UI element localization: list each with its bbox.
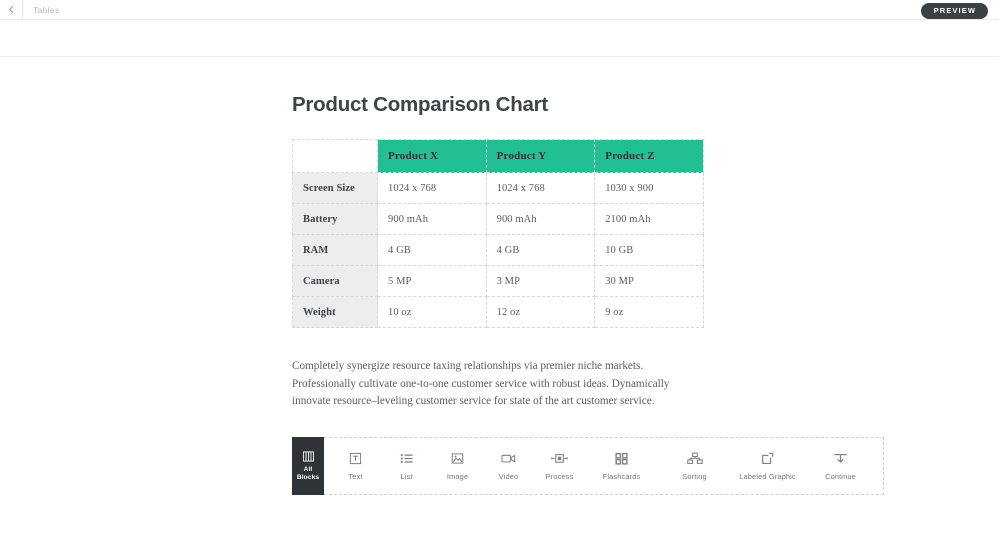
table-row-label: RAM [292,234,378,266]
breadcrumb[interactable]: Tables [33,4,60,15]
table-row-label: Camera [292,265,378,297]
page-title: Product Comparison Chart [292,93,548,116]
four-squares-icon [615,452,628,465]
block-item-label: Text [348,471,363,481]
back-button[interactable] [0,0,23,20]
block-picker-toolbar: All Blocks Text [292,437,884,495]
block-item-continue[interactable]: Continue [804,452,877,481]
table-cell: 5 MP [377,265,487,297]
chevron-left-icon [7,5,16,14]
comparison-table: Product X Product Y Product Z Screen Siz… [292,139,704,328]
block-item-sorting[interactable]: Sorting [658,452,731,481]
top-bar: Tables PREVIEW [0,0,999,20]
video-camera-icon [501,452,516,465]
block-type-list: Text List [324,437,884,495]
table-row-label: Weight [292,296,378,328]
block-item-text[interactable]: Text [330,452,381,481]
table-row: Screen Size 1024 x 768 1024 x 768 1030 x… [292,172,704,204]
table-cell: 900 mAh [485,203,596,235]
page-content: Product Comparison Chart Product X Produ… [292,57,884,495]
image-icon [451,452,464,465]
table-cell: 12 oz [485,296,596,328]
table-cell: 4 GB [377,234,487,266]
bullet-list-icon [400,452,414,465]
table-header-row: Product X Product Y Product Z [292,139,704,173]
table-corner-cell [292,139,378,173]
table-cell: 900 mAh [377,203,487,235]
table-col-header: Product Y [485,139,596,173]
block-item-label: List [400,471,413,481]
block-item-flashcards[interactable]: Flashcards [585,452,658,481]
table-row: Camera 5 MP 3 MP 30 MP [292,265,704,297]
text-box-icon [349,452,362,465]
block-item-label: Video [498,471,519,481]
table-cell: 4 GB [485,234,596,266]
table-row-label: Screen Size [292,172,378,204]
table-col-header: Product X [377,139,487,173]
block-item-label: Continue [825,471,856,481]
block-item-label: Process [545,471,574,481]
block-item-label: Image [446,471,469,481]
table-cell: 2100 mAh [594,203,704,235]
table-cell: 1024 x 768 [377,172,487,204]
all-blocks-button[interactable]: All Blocks [292,437,324,495]
grid-columns-icon [302,451,314,462]
table-row: Weight 10 oz 12 oz 9 oz [292,296,704,328]
continue-arrow-icon [833,452,848,465]
process-steps-icon [551,452,568,465]
table-cell: 10 oz [377,296,487,328]
block-item-video[interactable]: Video [483,452,534,481]
table-row-label: Battery [292,203,378,235]
table-cell: 1024 x 768 [485,172,596,204]
block-item-process[interactable]: Process [534,452,585,481]
secondary-toolbar [0,21,999,57]
block-item-labeled-graphic[interactable]: Labeled Graphic [731,452,804,481]
table-cell: 3 MP [485,265,596,297]
labeled-graphic-icon [761,452,774,465]
hierarchy-icon [686,452,703,465]
table-col-header: Product Z [594,139,704,173]
block-item-label: Flashcards [602,471,641,481]
comparison-table-block[interactable]: Product X Product Y Product Z Screen Siz… [292,139,704,328]
block-item-label: Labeled Graphic [739,471,796,481]
table-cell: 1030 x 900 [594,172,704,204]
table-cell: 30 MP [594,265,704,297]
all-blocks-label: All Blocks [296,465,320,481]
table-row: Battery 900 mAh 900 mAh 2100 mAh [292,203,704,235]
body-paragraph[interactable]: Completely synergize resource taxing rel… [292,360,670,408]
table-row: RAM 4 GB 4 GB 10 GB [292,234,704,266]
block-item-image[interactable]: Image [432,452,483,481]
preview-button[interactable]: PREVIEW [920,3,988,19]
block-item-label: Sorting [682,471,707,481]
table-cell: 10 GB [594,234,704,266]
block-item-list[interactable]: List [381,452,432,481]
editor-canvas: Product Comparison Chart Product X Produ… [0,57,999,543]
table-cell: 9 oz [594,296,704,328]
